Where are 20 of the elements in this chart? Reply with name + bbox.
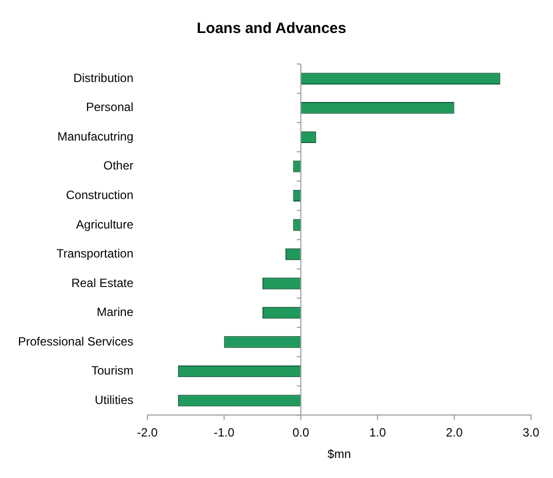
y-tick-label: Other [103, 158, 134, 173]
chart-title: Loans and Advances [196, 20, 346, 38]
y-tick-label: Real Estate [71, 276, 134, 290]
x-tick-label: -1.0 [214, 426, 235, 440]
y-tick-label: Utilities [94, 392, 134, 407]
y-tick-label: Marine [96, 305, 134, 320]
x-tick-label: -2.0 [137, 426, 158, 440]
y-tick-label: Construction [66, 188, 134, 202]
y-tick-label: Tourism [91, 364, 134, 378]
y-tick-label: Personal [86, 100, 134, 114]
x-tick-label: 0.0 [292, 426, 310, 440]
y-tick-label: Manufacutring [57, 129, 134, 144]
y-tick-label: Agriculture [76, 217, 134, 232]
x-tick-label: 3.0 [522, 426, 540, 440]
y-tick-label: Distribution [73, 70, 134, 85]
x-tick-label: 1.0 [369, 426, 386, 440]
y-tick-label: Professional Services [18, 334, 134, 348]
x-tick-label: 2.0 [446, 426, 463, 440]
x-axis-title: $mn [328, 447, 351, 462]
y-tick-label: Transportation [56, 246, 134, 261]
